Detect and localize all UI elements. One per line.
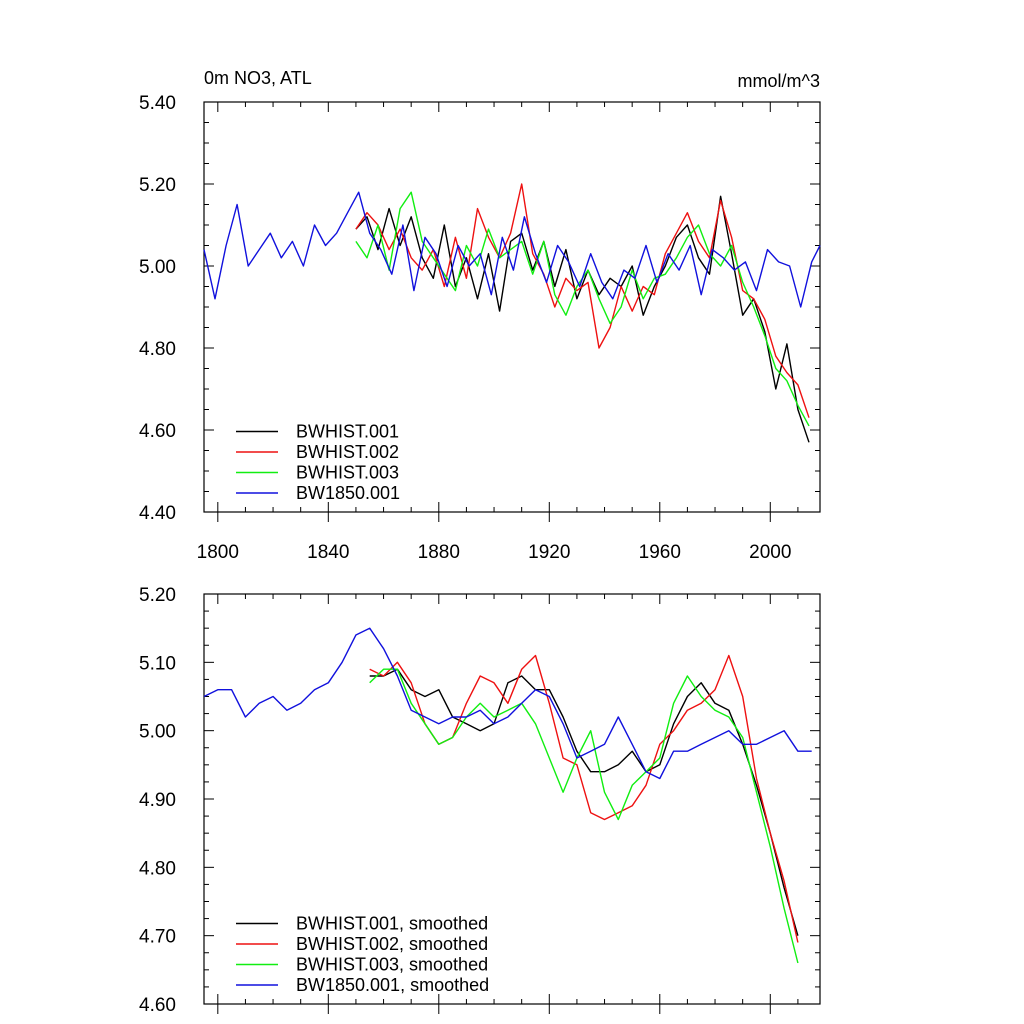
y-tick-label: 4.70: [139, 927, 176, 948]
x-tick-label: 1880: [418, 542, 460, 563]
legend-label: BWHIST.001: [296, 422, 399, 442]
series-line-1: [355, 195, 810, 443]
y-tick-label: 4.90: [139, 790, 176, 811]
series-line-2: [369, 654, 799, 943]
y-tick-label: 4.60: [139, 995, 176, 1016]
series-line-3: [369, 668, 799, 964]
legend-label: BW1850.001, smoothed: [296, 975, 489, 995]
legend-label: BWHIST.001, smoothed: [296, 914, 488, 934]
legend-label: BWHIST.002, smoothed: [296, 934, 488, 954]
x-tick-label: 1920: [528, 542, 570, 563]
bottom-series: [203, 627, 812, 964]
top-series: [203, 183, 821, 443]
x-tick-label: 1840: [307, 542, 349, 563]
y-tick-label: 5.00: [139, 722, 176, 743]
y-tick-label: 5.20: [139, 175, 176, 196]
panel-top: 0m NO3, ATL mmol/m^3 4.40 4.60 4.80 5.00 5.2…: [139, 68, 821, 563]
panel-bottom: 4.60 4.70 4.80 4.90 5.00 5.10 5.20 BWHIST.001,…: [139, 585, 821, 1016]
legend-label: BWHIST.003: [296, 463, 399, 483]
legend-label: BWHIST.003, smoothed: [296, 955, 488, 975]
series-line-4: [203, 191, 821, 308]
top-title-left: 0m NO3, ATL: [204, 68, 312, 88]
y-tick-label: 5.00: [139, 257, 176, 278]
series-line-4: [203, 627, 812, 780]
y-tick-label: 4.80: [139, 339, 176, 360]
series-line-2: [355, 183, 810, 418]
x-tick-label: 2000: [749, 542, 791, 563]
bottom-ticks: 4.60 4.70 4.80 4.90 5.00 5.10 5.20: [139, 585, 820, 1016]
y-tick-label: 4.80: [139, 858, 176, 879]
x-tick-label: 1960: [639, 542, 681, 563]
y-tick-label: 4.40: [139, 503, 176, 524]
top-title-right: mmol/m^3: [738, 71, 820, 91]
legend-label: BWHIST.002: [296, 442, 399, 462]
legend-label: BW1850.001: [296, 483, 400, 503]
y-tick-label: 4.60: [139, 421, 176, 442]
y-tick-label: 5.10: [139, 653, 176, 674]
y-tick-label: 5.40: [139, 93, 176, 114]
series-line-1: [369, 668, 799, 936]
y-tick-label: 5.20: [139, 585, 176, 606]
x-tick-label: 1800: [197, 542, 239, 563]
top-ticks: 4.40 4.60 4.80 5.00 5.20 5.40 1800 1840 1880 1920…: [139, 93, 820, 563]
